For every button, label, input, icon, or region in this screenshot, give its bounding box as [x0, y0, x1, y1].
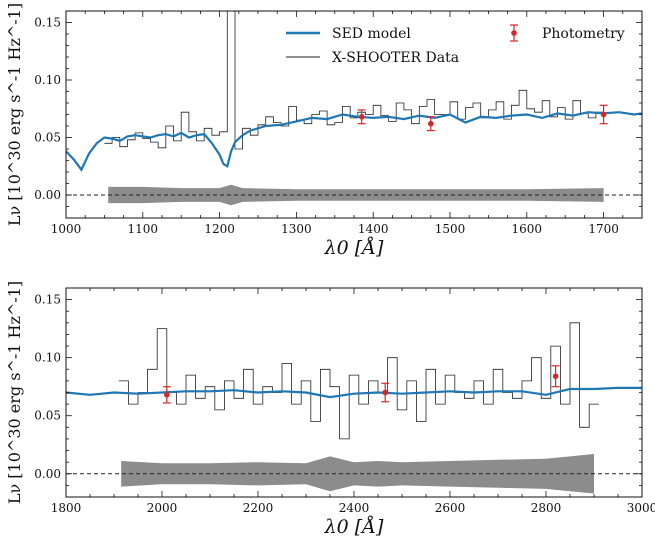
x-tick-label: 1300 — [281, 222, 312, 236]
x-tick-label: 1700 — [588, 222, 619, 236]
x-axis-title: λ0 [Å] — [324, 516, 384, 538]
x-tick-label: 2600 — [435, 501, 466, 515]
y-tick-label: 0.05 — [34, 409, 61, 423]
x-tick-label: 1100 — [128, 222, 159, 236]
y-tick-label: 0.05 — [34, 131, 61, 145]
legend: SED model X-SHOOTER Data Photometry — [286, 24, 625, 66]
photometry-point — [599, 104, 608, 125]
sed-model-line — [66, 111, 642, 172]
data-step-line — [104, 11, 604, 150]
data-step-line — [118, 322, 599, 440]
y-axis-title: Lν [10^30 erg s^-1 Hz^-1] — [5, 3, 24, 226]
photometry-point — [162, 386, 171, 404]
x-tick-label: 2200 — [243, 501, 274, 515]
error-band — [121, 454, 594, 494]
x-tick-label: 1200 — [204, 222, 235, 236]
x-tick-label: 1800 — [51, 501, 82, 515]
legend-sed-label: SED model — [332, 26, 411, 42]
photometry-point — [551, 365, 560, 388]
x-tick-label: 2800 — [531, 501, 562, 515]
y-tick-label: 0.00 — [34, 188, 61, 202]
y-tick-label: 0.15 — [34, 293, 61, 307]
x-tick-label: 2400 — [339, 501, 370, 515]
x-tick-label: 1400 — [358, 222, 389, 236]
y-tick-label: 0.15 — [34, 16, 61, 30]
legend-photometry-swatch — [510, 24, 518, 42]
y-tick-label: 0.10 — [34, 351, 61, 365]
x-tick-label: 3000 — [627, 501, 655, 515]
x-tick-label: 1000 — [51, 222, 82, 236]
legend-photometry-label: Photometry — [542, 26, 625, 42]
photometry-point — [426, 116, 435, 132]
chart-panel-2: 1800 2000 2200 2400 2600 2800 3000 0.00 0.05 0.10… — [5, 281, 655, 538]
y-tick-label: 0.10 — [34, 73, 61, 87]
x-tick-label: 2000 — [147, 501, 178, 515]
plot-area — [66, 322, 642, 494]
y-tick-label: 0.00 — [34, 467, 61, 481]
legend-data-label: X-SHOOTER Data — [332, 50, 459, 66]
plot-area — [66, 11, 642, 206]
chart-panel-1: 1000 1100 1200 1300 1400 1500 1600 1700 0.00 0.05… — [5, 3, 643, 259]
x-tick-label: 1500 — [435, 222, 466, 236]
sed-model-line — [66, 386, 642, 399]
x-tick-label: 1600 — [512, 222, 543, 236]
y-axis-title: Lν [10^30 erg s^-1 Hz^-1] — [5, 281, 24, 504]
photometry-point — [357, 109, 366, 125]
photometry-point — [381, 382, 390, 403]
x-axis-title: λ0 [Å] — [324, 237, 384, 259]
